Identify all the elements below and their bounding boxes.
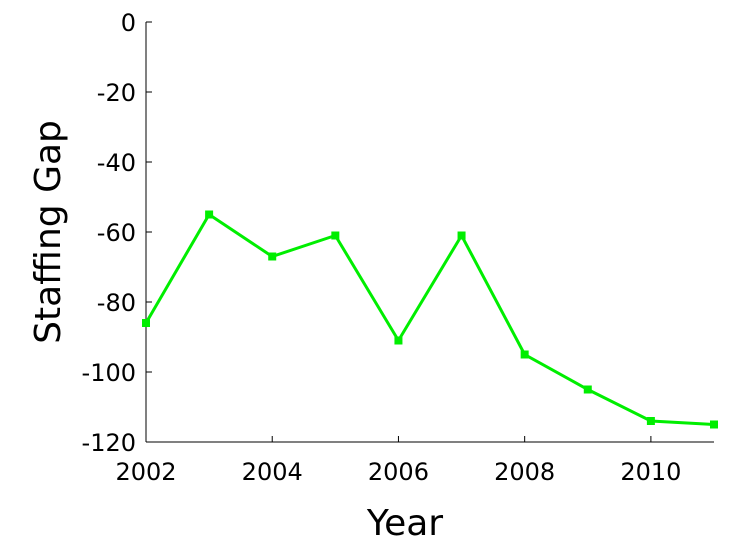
point bbox=[331, 231, 340, 240]
point bbox=[142, 319, 150, 327]
y-tick-label: -40 bbox=[97, 149, 136, 177]
point bbox=[710, 420, 718, 429]
point bbox=[457, 231, 466, 240]
x-tick-label: 2002 bbox=[115, 458, 176, 486]
point bbox=[205, 210, 214, 219]
y-tick-label: -80 bbox=[97, 289, 136, 317]
point bbox=[583, 385, 592, 394]
point bbox=[394, 336, 403, 345]
line bbox=[144, 212, 715, 426]
y-tick-label: -60 bbox=[97, 219, 136, 247]
point bbox=[268, 252, 277, 261]
x-tick-label: 2008 bbox=[494, 458, 555, 486]
y-axis-label: Staffing Gap bbox=[28, 120, 69, 344]
y-tick-label: -120 bbox=[82, 429, 136, 457]
x-tick-label: 2004 bbox=[242, 458, 303, 486]
x-axis-label: Year bbox=[366, 503, 443, 544]
point bbox=[520, 350, 529, 359]
y-tick-label: 0 bbox=[121, 9, 136, 37]
y-tick-label: -20 bbox=[97, 79, 136, 107]
x-tick-label: 2006 bbox=[368, 458, 429, 486]
point bbox=[646, 417, 655, 425]
y-tick-label: -100 bbox=[82, 359, 136, 387]
x-tick-label: 2010 bbox=[620, 458, 681, 486]
